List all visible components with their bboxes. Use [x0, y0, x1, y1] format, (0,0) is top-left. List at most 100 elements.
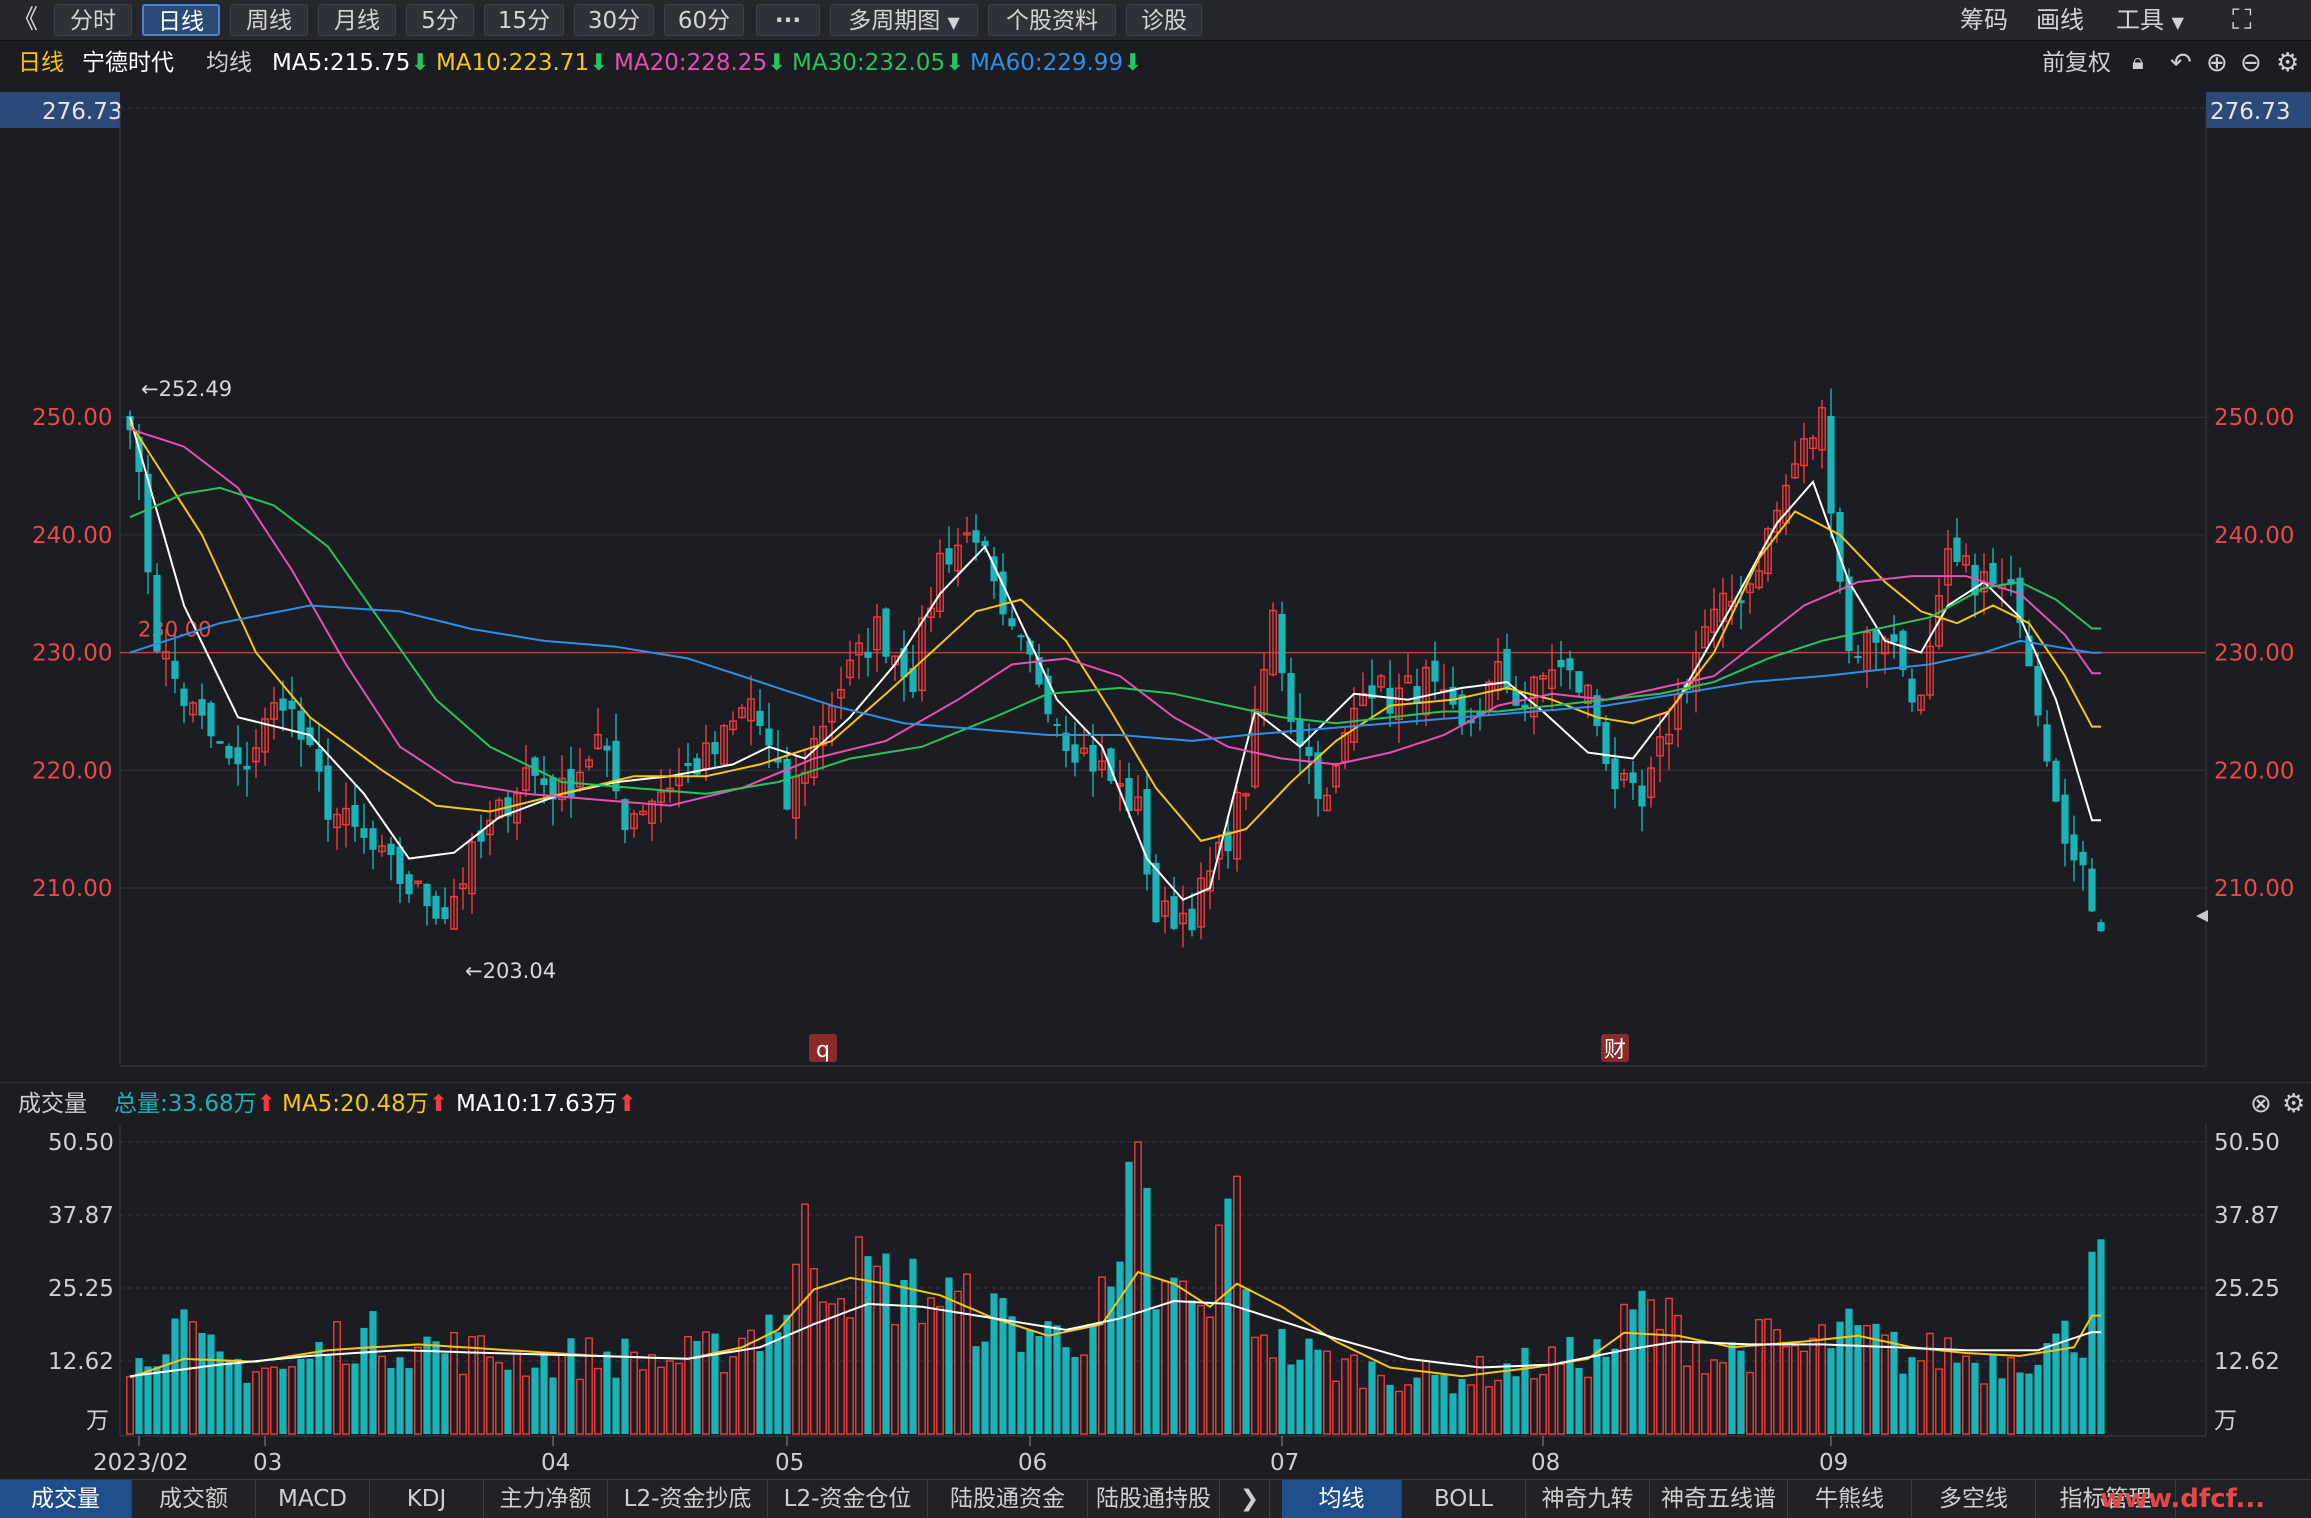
candle-body-up: [918, 617, 926, 692]
candle-body-down: [765, 728, 773, 746]
candle-body-down: [1854, 655, 1862, 658]
indicator-tab-1[interactable]: 成交额: [132, 1480, 256, 1518]
candle-body-up: [630, 813, 638, 830]
candle-body-up: [1422, 666, 1430, 716]
candle-body-down: [2016, 577, 2024, 623]
volume-bar-up: [1350, 1354, 1358, 1435]
top-toolbar: 《 分时 日线 周线 月线 5分 15分 30分 60分 ··· 多周期图 ▼ …: [0, 0, 2311, 41]
undo-icon[interactable]: ↶: [2170, 48, 2192, 78]
candle-body-up: [819, 725, 827, 746]
indicator-tab-5[interactable]: L2-资金抄底: [608, 1480, 768, 1518]
lock-icon[interactable]: 🔒︎: [2132, 50, 2144, 75]
chips-button[interactable]: 筹码: [1960, 6, 2008, 34]
draw-line-button[interactable]: 画线: [2036, 6, 2084, 34]
diagnose-button[interactable]: 诊股: [1126, 4, 1202, 36]
period-tab-minute[interactable]: 分时: [54, 4, 132, 36]
candle-body-down: [981, 540, 989, 547]
candle-body-up: [639, 810, 647, 816]
volume-bar-down: [1116, 1261, 1124, 1434]
period-tab-15min[interactable]: 15分: [484, 4, 564, 36]
indicator-tab-0[interactable]: 成交量: [0, 1480, 132, 1518]
overlay-tab-0[interactable]: 均线: [1282, 1480, 1402, 1518]
volume-bar-up: [1251, 1336, 1259, 1435]
price-tick-label-right: 240.00: [2214, 523, 2294, 549]
volume-bar-down: [990, 1293, 998, 1434]
period-tab-daily[interactable]: 日线: [142, 4, 220, 36]
overlay-tab-2[interactable]: 神奇九转: [1526, 1480, 1650, 1518]
volume-bar-down: [1521, 1347, 1529, 1434]
indicator-tab-6[interactable]: L2-资金仓位: [768, 1480, 928, 1518]
candle-body-up: [1179, 912, 1187, 925]
volume-bar-down: [2088, 1251, 2096, 1434]
indicator-tab-7[interactable]: 陆股通资金: [928, 1480, 1088, 1518]
ma5-value: MA5:215.75⬇: [272, 42, 430, 84]
period-tab-30min[interactable]: 30分: [574, 4, 654, 36]
settings-icon[interactable]: ⚙: [2276, 48, 2300, 78]
price-tick-label-left: 240.00: [32, 523, 112, 549]
tools-button[interactable]: 工具 ▼: [2116, 4, 2184, 36]
candle-body-down: [1107, 748, 1115, 781]
period-tab-monthly[interactable]: 月线: [318, 4, 396, 36]
period-tab-weekly[interactable]: 周线: [230, 4, 308, 36]
volume-bar-down: [783, 1314, 791, 1434]
candle-body-down: [387, 843, 395, 855]
scroll-right-icon[interactable]: ❯: [1230, 1480, 1270, 1518]
candle-body-up: [1755, 570, 1763, 589]
multi-period-button[interactable]: 多周期图 ▼: [830, 4, 978, 36]
indicator-tab-2[interactable]: MACD: [256, 1480, 370, 1518]
volume-bar-up: [855, 1236, 863, 1435]
arrow-up-icon: ⬆: [428, 1091, 449, 1117]
candle-body-down: [405, 874, 413, 895]
zoom-out-icon[interactable]: ⊖: [2240, 48, 2262, 78]
volume-chart[interactable]: 12.62 12.62 25.25 25.25 37.87 37.87 50.50 50.50…: [0, 1124, 2311, 1478]
zoom-in-icon[interactable]: ⊕: [2206, 48, 2228, 78]
candle-body-down: [1737, 600, 1745, 604]
volume-bar-up: [558, 1354, 566, 1435]
candle-body-down: [324, 765, 332, 820]
candle-body-down: [549, 777, 557, 800]
candle-body-down: [999, 571, 1007, 615]
indicator-tab-3[interactable]: KDJ: [370, 1480, 484, 1518]
candle-body-down: [1413, 686, 1421, 704]
tools-label: 工具: [2116, 6, 2164, 34]
overlay-tab-1[interactable]: BOLL: [1402, 1480, 1526, 1518]
volume-bar-down: [1386, 1384, 1394, 1434]
candle-body-up: [1134, 796, 1142, 811]
volume-label: 成交量: [18, 1091, 87, 1117]
volume-bar-up: [837, 1298, 845, 1435]
overlay-tab-4[interactable]: 牛熊线: [1788, 1480, 1912, 1518]
stock-info-button[interactable]: 个股资料: [988, 4, 1116, 36]
adjust-mode-button[interactable]: 前复权: [2042, 50, 2111, 76]
close-icon[interactable]: ⊗: [2250, 1089, 2272, 1119]
volume-bar-down: [1071, 1356, 1079, 1434]
candle-body-down: [774, 758, 782, 763]
kline-chart[interactable]: 276.73 276.73 210.00 210.00 220.00 220.00 23…: [0, 86, 2311, 1080]
volume-bar-down: [1566, 1336, 1574, 1434]
candle-body-down: [1143, 789, 1151, 875]
overlay-tab-6[interactable]: 指标管理: [2036, 1480, 2176, 1518]
candle-body-up: [1242, 793, 1250, 797]
volume-bar-up: [1683, 1365, 1691, 1435]
candle-body-down: [945, 548, 953, 565]
volume-bar-up: [576, 1378, 584, 1435]
period-tab-5min[interactable]: 5分: [406, 4, 474, 36]
volume-bar-down: [549, 1377, 557, 1434]
volume-bar-up: [252, 1371, 260, 1435]
indicator-tab-4[interactable]: 主力净额: [484, 1480, 608, 1518]
overlay-tab-3[interactable]: 神奇五线谱: [1650, 1480, 1788, 1518]
candle-body-up: [1548, 669, 1556, 690]
candle-body-up: [1359, 693, 1367, 707]
indicator-tab-8[interactable]: 陆股通持股: [1088, 1480, 1220, 1518]
candle-body-down: [1593, 695, 1601, 727]
ma20-text: MA20:228.25: [614, 50, 768, 76]
more-periods-button[interactable]: ···: [756, 4, 820, 36]
period-tab-60min[interactable]: 60分: [664, 4, 744, 36]
fullscreen-icon[interactable]: ⛶: [2232, 3, 2252, 36]
x-axis-tick-label: 03: [253, 1450, 282, 1476]
settings-icon[interactable]: ⚙: [2282, 1089, 2306, 1119]
ma-label[interactable]: 均线: [206, 50, 252, 76]
back-icon[interactable]: 《: [12, 5, 39, 35]
volume-bar-up: [477, 1335, 485, 1435]
overlay-tab-5[interactable]: 多空线: [1912, 1480, 2036, 1518]
volume-bar-up: [1215, 1224, 1223, 1435]
